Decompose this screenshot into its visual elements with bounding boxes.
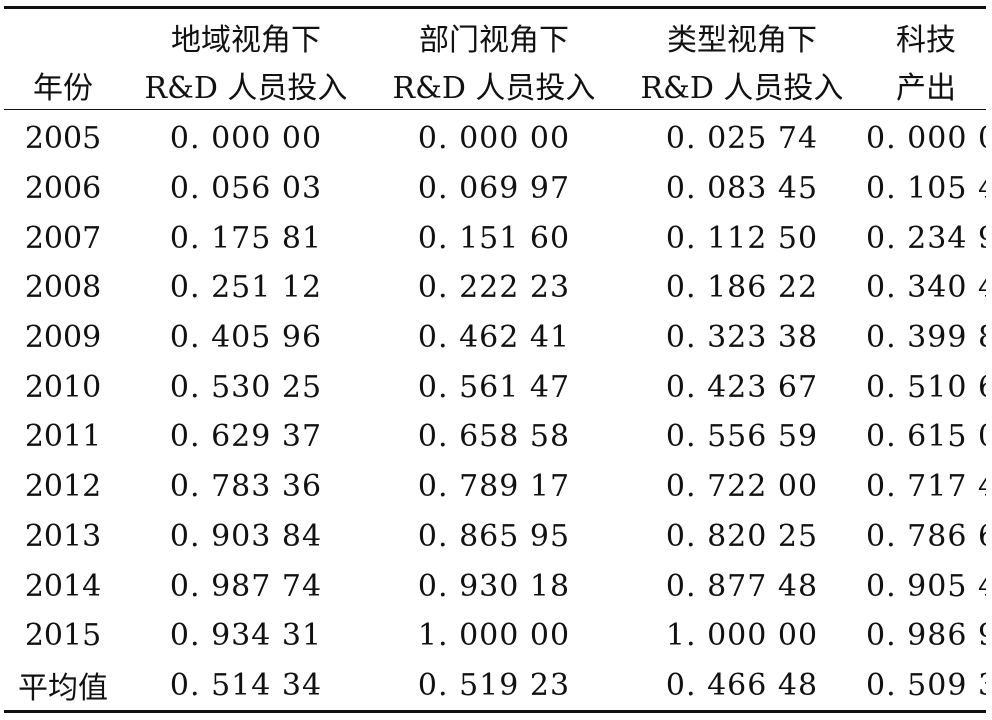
cell-col3: 0. 556 59 — [665, 419, 819, 455]
cell-col3: 0. 083 45 — [665, 171, 819, 207]
table-row: 2013 0. 903 84 0. 865 95 0. 820 25 0. 78… — [4, 512, 986, 562]
cell-col2: 0. 151 60 — [417, 220, 571, 256]
cell-col1: 0. 903 84 — [169, 518, 323, 554]
header-year: 年份 — [4, 6, 122, 110]
cell-col3: 0. 466 48 — [618, 660, 866, 714]
table-row: 2012 0. 783 36 0. 789 17 0. 722 00 0. 71… — [4, 462, 986, 512]
cell-col4: 0. 340 41 — [866, 270, 986, 306]
cell-col4: 0. 615 08 — [866, 419, 986, 455]
table-row: 2009 0. 405 96 0. 462 41 0. 323 38 0. 39… — [4, 313, 986, 363]
cell-col4: 0. 717 43 — [866, 469, 986, 505]
cell-col3: 0. 323 38 — [665, 320, 819, 356]
cell-col1: 0. 530 25 — [169, 369, 323, 405]
cell-col4: 0. 905 48 — [866, 568, 986, 604]
header-col2-line1: 部门视角下 — [370, 6, 618, 61]
table-header: 年份 地域视角下 部门视角下 类型视角下 科技 R&D 人员投入 R&D 人员投… — [4, 6, 986, 110]
row-label: 2014 — [24, 568, 102, 604]
cell-col1: 0. 000 00 — [169, 121, 323, 157]
table-row: 2008 0. 251 12 0. 222 23 0. 186 22 0. 34… — [4, 263, 986, 313]
cell-col1: 0. 251 12 — [169, 270, 323, 306]
cell-col4: 0. 234 98 — [866, 220, 986, 256]
cell-col3: 0. 112 50 — [665, 220, 819, 256]
row-label: 2006 — [24, 171, 102, 207]
cell-col1: 0. 629 37 — [169, 419, 323, 455]
table-row: 2005 0. 000 00 0. 000 00 0. 025 74 0. 00… — [4, 110, 986, 164]
table-row: 2010 0. 530 25 0. 561 47 0. 423 67 0. 51… — [4, 362, 986, 412]
header-row-2: R&D 人员投入 R&D 人员投入 R&D 人员投入 产出 — [4, 61, 986, 110]
table-row: 2014 0. 987 74 0. 930 18 0. 877 48 0. 90… — [4, 561, 986, 611]
cell-col2: 0. 462 41 — [417, 320, 571, 356]
cell-col4: 0. 510 67 — [866, 369, 986, 405]
cell-col2: 0. 930 18 — [417, 568, 571, 604]
table-row: 2011 0. 629 37 0. 658 58 0. 556 59 0. 61… — [4, 412, 986, 462]
cell-col1: 0. 405 96 — [169, 320, 323, 356]
cell-col2: 0. 865 95 — [417, 518, 571, 554]
row-label: 2007 — [24, 220, 102, 256]
row-label: 2013 — [24, 518, 102, 554]
cell-col4: 0. 786 69 — [866, 518, 986, 554]
cell-col2: 0. 069 97 — [417, 171, 571, 207]
cell-col2: 0. 519 23 — [370, 660, 618, 714]
cell-col1: 0. 514 34 — [122, 660, 370, 714]
cell-col3: 0. 722 00 — [665, 469, 819, 505]
cell-col3: 0. 025 74 — [665, 121, 819, 157]
header-col2-line2: R&D 人员投入 — [370, 61, 618, 110]
header-col3-line2: R&D 人员投入 — [618, 61, 866, 110]
table-row: 2015 0. 934 31 1. 000 00 1. 000 00 0. 98… — [4, 611, 986, 661]
row-label: 2009 — [24, 320, 102, 356]
cell-col4: 0. 399 82 — [866, 320, 986, 356]
cell-col2: 0. 658 58 — [417, 419, 571, 455]
cell-col3: 0. 877 48 — [665, 568, 819, 604]
cell-col2: 0. 222 23 — [417, 270, 571, 306]
row-label: 2012 — [24, 469, 102, 505]
header-col1-line1: 地域视角下 — [122, 6, 370, 61]
row-label: 2010 — [24, 369, 102, 405]
cell-col3: 1. 000 00 — [665, 618, 819, 654]
cell-col2: 1. 000 00 — [417, 618, 571, 654]
table-row: 2006 0. 056 03 0. 069 97 0. 083 45 0. 10… — [4, 164, 986, 214]
cell-col3: 0. 820 25 — [665, 518, 819, 554]
cell-col2: 0. 789 17 — [417, 469, 571, 505]
row-label: 2011 — [24, 419, 102, 455]
row-label: 2008 — [24, 270, 102, 306]
header-col4-line1: 科技 — [866, 6, 986, 61]
cell-col2: 0. 561 47 — [417, 369, 571, 405]
cell-col4: 0. 105 45 — [866, 171, 986, 207]
cell-col4: 0. 509 36 — [866, 660, 986, 714]
cell-col1: 0. 783 36 — [169, 469, 323, 505]
header-col4-line2: 产出 — [866, 61, 986, 110]
cell-col3: 0. 423 67 — [665, 369, 819, 405]
header-col1-line2: R&D 人员投入 — [122, 61, 370, 110]
cell-col1: 0. 987 74 — [169, 568, 323, 604]
cell-col1: 0. 056 03 — [169, 171, 323, 207]
header-row-1: 年份 地域视角下 部门视角下 类型视角下 科技 — [4, 6, 986, 110]
table-row: 2007 0. 175 81 0. 151 60 0. 112 50 0. 23… — [4, 213, 986, 263]
cell-col4: 0. 986 99 — [866, 618, 986, 654]
cell-col1: 0. 175 81 — [169, 220, 323, 256]
data-table: 年份 地域视角下 部门视角下 类型视角下 科技 R&D 人员投入 R&D 人员投… — [4, 6, 986, 714]
table-body: 2005 0. 000 00 0. 000 00 0. 025 74 0. 00… — [4, 110, 986, 714]
header-col3-line1: 类型视角下 — [618, 6, 866, 61]
cell-col2: 0. 000 00 — [417, 121, 571, 157]
table-row-average: 平均值 0. 514 34 0. 519 23 0. 466 48 0. 509… — [4, 660, 986, 714]
cell-col1: 0. 934 31 — [169, 618, 323, 654]
row-label: 2005 — [24, 121, 102, 157]
cell-col4: 0. 000 00 — [866, 121, 986, 157]
row-label: 平均值 — [4, 660, 122, 714]
cell-col3: 0. 186 22 — [665, 270, 819, 306]
row-label: 2015 — [24, 618, 102, 654]
